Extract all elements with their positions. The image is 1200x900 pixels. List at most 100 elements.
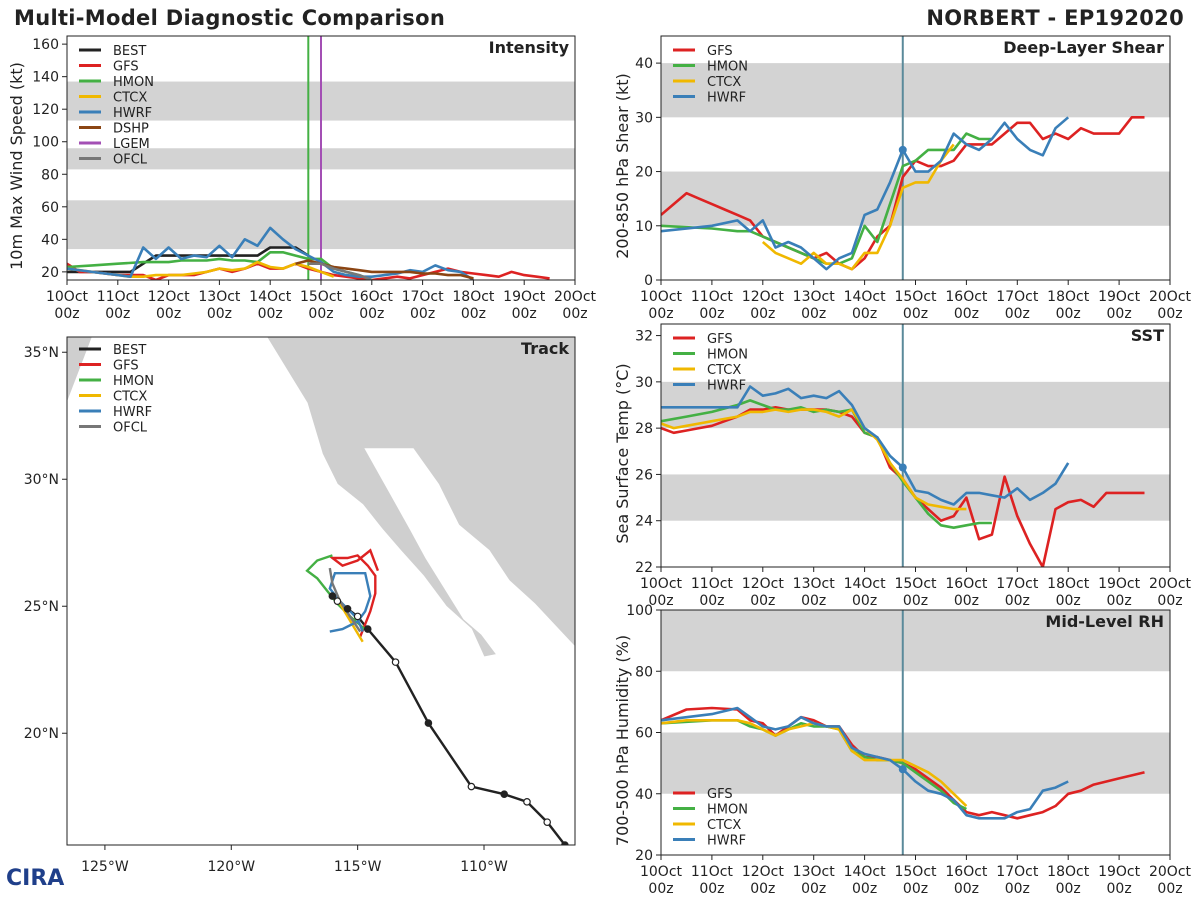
shear-ytick-label: 0	[644, 273, 653, 289]
track-legend-label: OFCL	[113, 421, 148, 436]
rh-series-hwrf	[661, 706, 1069, 820]
track-best-point	[333, 597, 342, 605]
track-legend-label: GFS	[113, 359, 139, 374]
track-best-point	[523, 798, 531, 806]
intensity-ytick-label: 60	[41, 200, 59, 216]
intensity-xtick-label: 14Oct	[249, 289, 292, 305]
rh-band	[661, 732, 1170, 794]
intensity-ytick-label: 140	[32, 70, 59, 86]
sst-legend-label: HMON	[707, 348, 748, 363]
sst-xtick-label: 00z	[750, 593, 775, 609]
shear-band	[661, 171, 1170, 226]
shear-xtick-label: 00z	[750, 306, 775, 322]
rh-xtick-label: 00z	[903, 881, 928, 897]
sst-ytick-label: 24	[635, 514, 653, 530]
rh-xtick-label: 00z	[1107, 881, 1132, 897]
intensity-xtick-label: 13Oct	[198, 289, 241, 305]
rh-ytick-label: 100	[626, 603, 653, 619]
rh-xtick-label: 12Oct	[742, 864, 785, 880]
track-legend-label: CTCX	[113, 390, 147, 405]
rh-xtick-label: 00z	[699, 881, 724, 897]
intensity-xtick-label: 00z	[461, 306, 486, 322]
track-best-point	[328, 592, 337, 600]
intensity-xtick-label: 10Oct	[46, 289, 89, 305]
shear-xtick-label: 19Oct	[1098, 289, 1141, 305]
intensity-xtick-label: 00z	[410, 306, 435, 322]
shear-xtick-label: 15Oct	[894, 289, 937, 305]
shear-series-gfs	[661, 116, 1145, 271]
rh-ytick-label: 80	[635, 664, 653, 680]
sst-legend-label: HWRF	[707, 379, 746, 394]
track-ytick-label: 25°N	[24, 599, 59, 615]
sst-xtick-label: 14Oct	[844, 576, 887, 592]
track-ytick-label: 30°N	[24, 472, 59, 488]
sst-xtick-label: 13Oct	[793, 576, 836, 592]
rh-series-ctcx	[661, 718, 968, 807]
intensity-xtick-label: 17Oct	[402, 289, 445, 305]
shear-series-hwrf	[661, 116, 1070, 271]
track-xtick-label: 125°W	[81, 859, 129, 875]
intensity-legend-label: BEST	[113, 44, 146, 59]
shear-xtick-label: 00z	[1056, 306, 1081, 322]
shear-legend-label: HMON	[707, 60, 748, 75]
intensity-ytick-label: 20	[41, 265, 59, 281]
sst-series-hmon	[661, 399, 992, 530]
shear-xtick-label: 10Oct	[640, 289, 683, 305]
shear-xtick-label: 20Oct	[1149, 289, 1192, 305]
shear-xtick-label: 00z	[1107, 306, 1132, 322]
rh-init-marker	[898, 765, 907, 774]
intensity-ytick-label: 100	[32, 135, 59, 151]
intensity-ylabel: 10m Max Wind Speed (kt)	[7, 62, 26, 270]
intensity-xtick-label: 12Oct	[148, 289, 191, 305]
shear-title: Deep-Layer Shear	[1003, 38, 1164, 57]
rh-xtick-label: 17Oct	[996, 864, 1039, 880]
sst-xtick-label: 00z	[1107, 593, 1132, 609]
shear-xtick-label: 00z	[903, 306, 928, 322]
intensity-xtick-label: 00z	[359, 306, 384, 322]
intensity-legend-label: CTCX	[113, 91, 147, 106]
shear-xtick-label: 00z	[648, 306, 673, 322]
shear-xtick-label: 13Oct	[793, 289, 836, 305]
rh-xtick-label: 00z	[852, 881, 877, 897]
sst-xtick-label: 00z	[903, 593, 928, 609]
rh-xtick-label: 00z	[648, 881, 673, 897]
intensity-xtick-label: 19Oct	[503, 289, 546, 305]
rh-ytick-label: 20	[635, 848, 653, 864]
shear-ytick-label: 10	[635, 219, 653, 235]
intensity-xtick-label: 11Oct	[97, 289, 140, 305]
intensity-xtick-label: 15Oct	[300, 289, 343, 305]
track-ytick-label: 35°N	[24, 345, 59, 361]
sst-xtick-label: 00z	[699, 593, 724, 609]
sst-ytick-label: 22	[635, 560, 653, 576]
sst-ytick-label: 32	[635, 329, 653, 345]
shear-xtick-label: 16Oct	[945, 289, 988, 305]
intensity-legend-label: LGEM	[113, 137, 150, 152]
intensity-ytick-label: 80	[41, 167, 59, 183]
rh-ylabel: 700-500 hPa Humidity (%)	[613, 635, 632, 846]
sst-xtick-label: 19Oct	[1098, 576, 1141, 592]
sst-ytick-label: 28	[635, 421, 653, 437]
rh-xtick-label: 00z	[750, 881, 775, 897]
sst-xtick-label: 10Oct	[640, 576, 683, 592]
storm-title: NORBERT - EP192020	[926, 6, 1184, 30]
shear-ytick-label: 30	[635, 110, 653, 126]
shear-series-ctcx	[761, 143, 955, 271]
shear-xtick-label: 17Oct	[996, 289, 1039, 305]
intensity-xtick-label: 00z	[308, 306, 333, 322]
track-best-point	[363, 625, 372, 633]
rh-xtick-label: 14Oct	[844, 864, 887, 880]
intensity-xtick-label: 00z	[105, 306, 130, 322]
sst-title: SST	[1131, 326, 1164, 345]
rh-xtick-label: 00z	[954, 881, 979, 897]
sst-legend-label: CTCX	[707, 363, 741, 378]
sst-legend-label: GFS	[707, 332, 733, 347]
rh-xtick-label: 00z	[1056, 881, 1081, 897]
track-legend-label: HMON	[113, 374, 154, 389]
shear-legend-label: GFS	[707, 44, 733, 59]
rh-legend-label: HWRF	[707, 834, 746, 849]
sst-xtick-label: 16Oct	[945, 576, 988, 592]
intensity-legend-label: GFS	[113, 60, 139, 75]
shear-xtick-label: 00z	[852, 306, 877, 322]
shear-xtick-label: 18Oct	[1047, 289, 1090, 305]
rh-xtick-label: 16Oct	[945, 864, 988, 880]
